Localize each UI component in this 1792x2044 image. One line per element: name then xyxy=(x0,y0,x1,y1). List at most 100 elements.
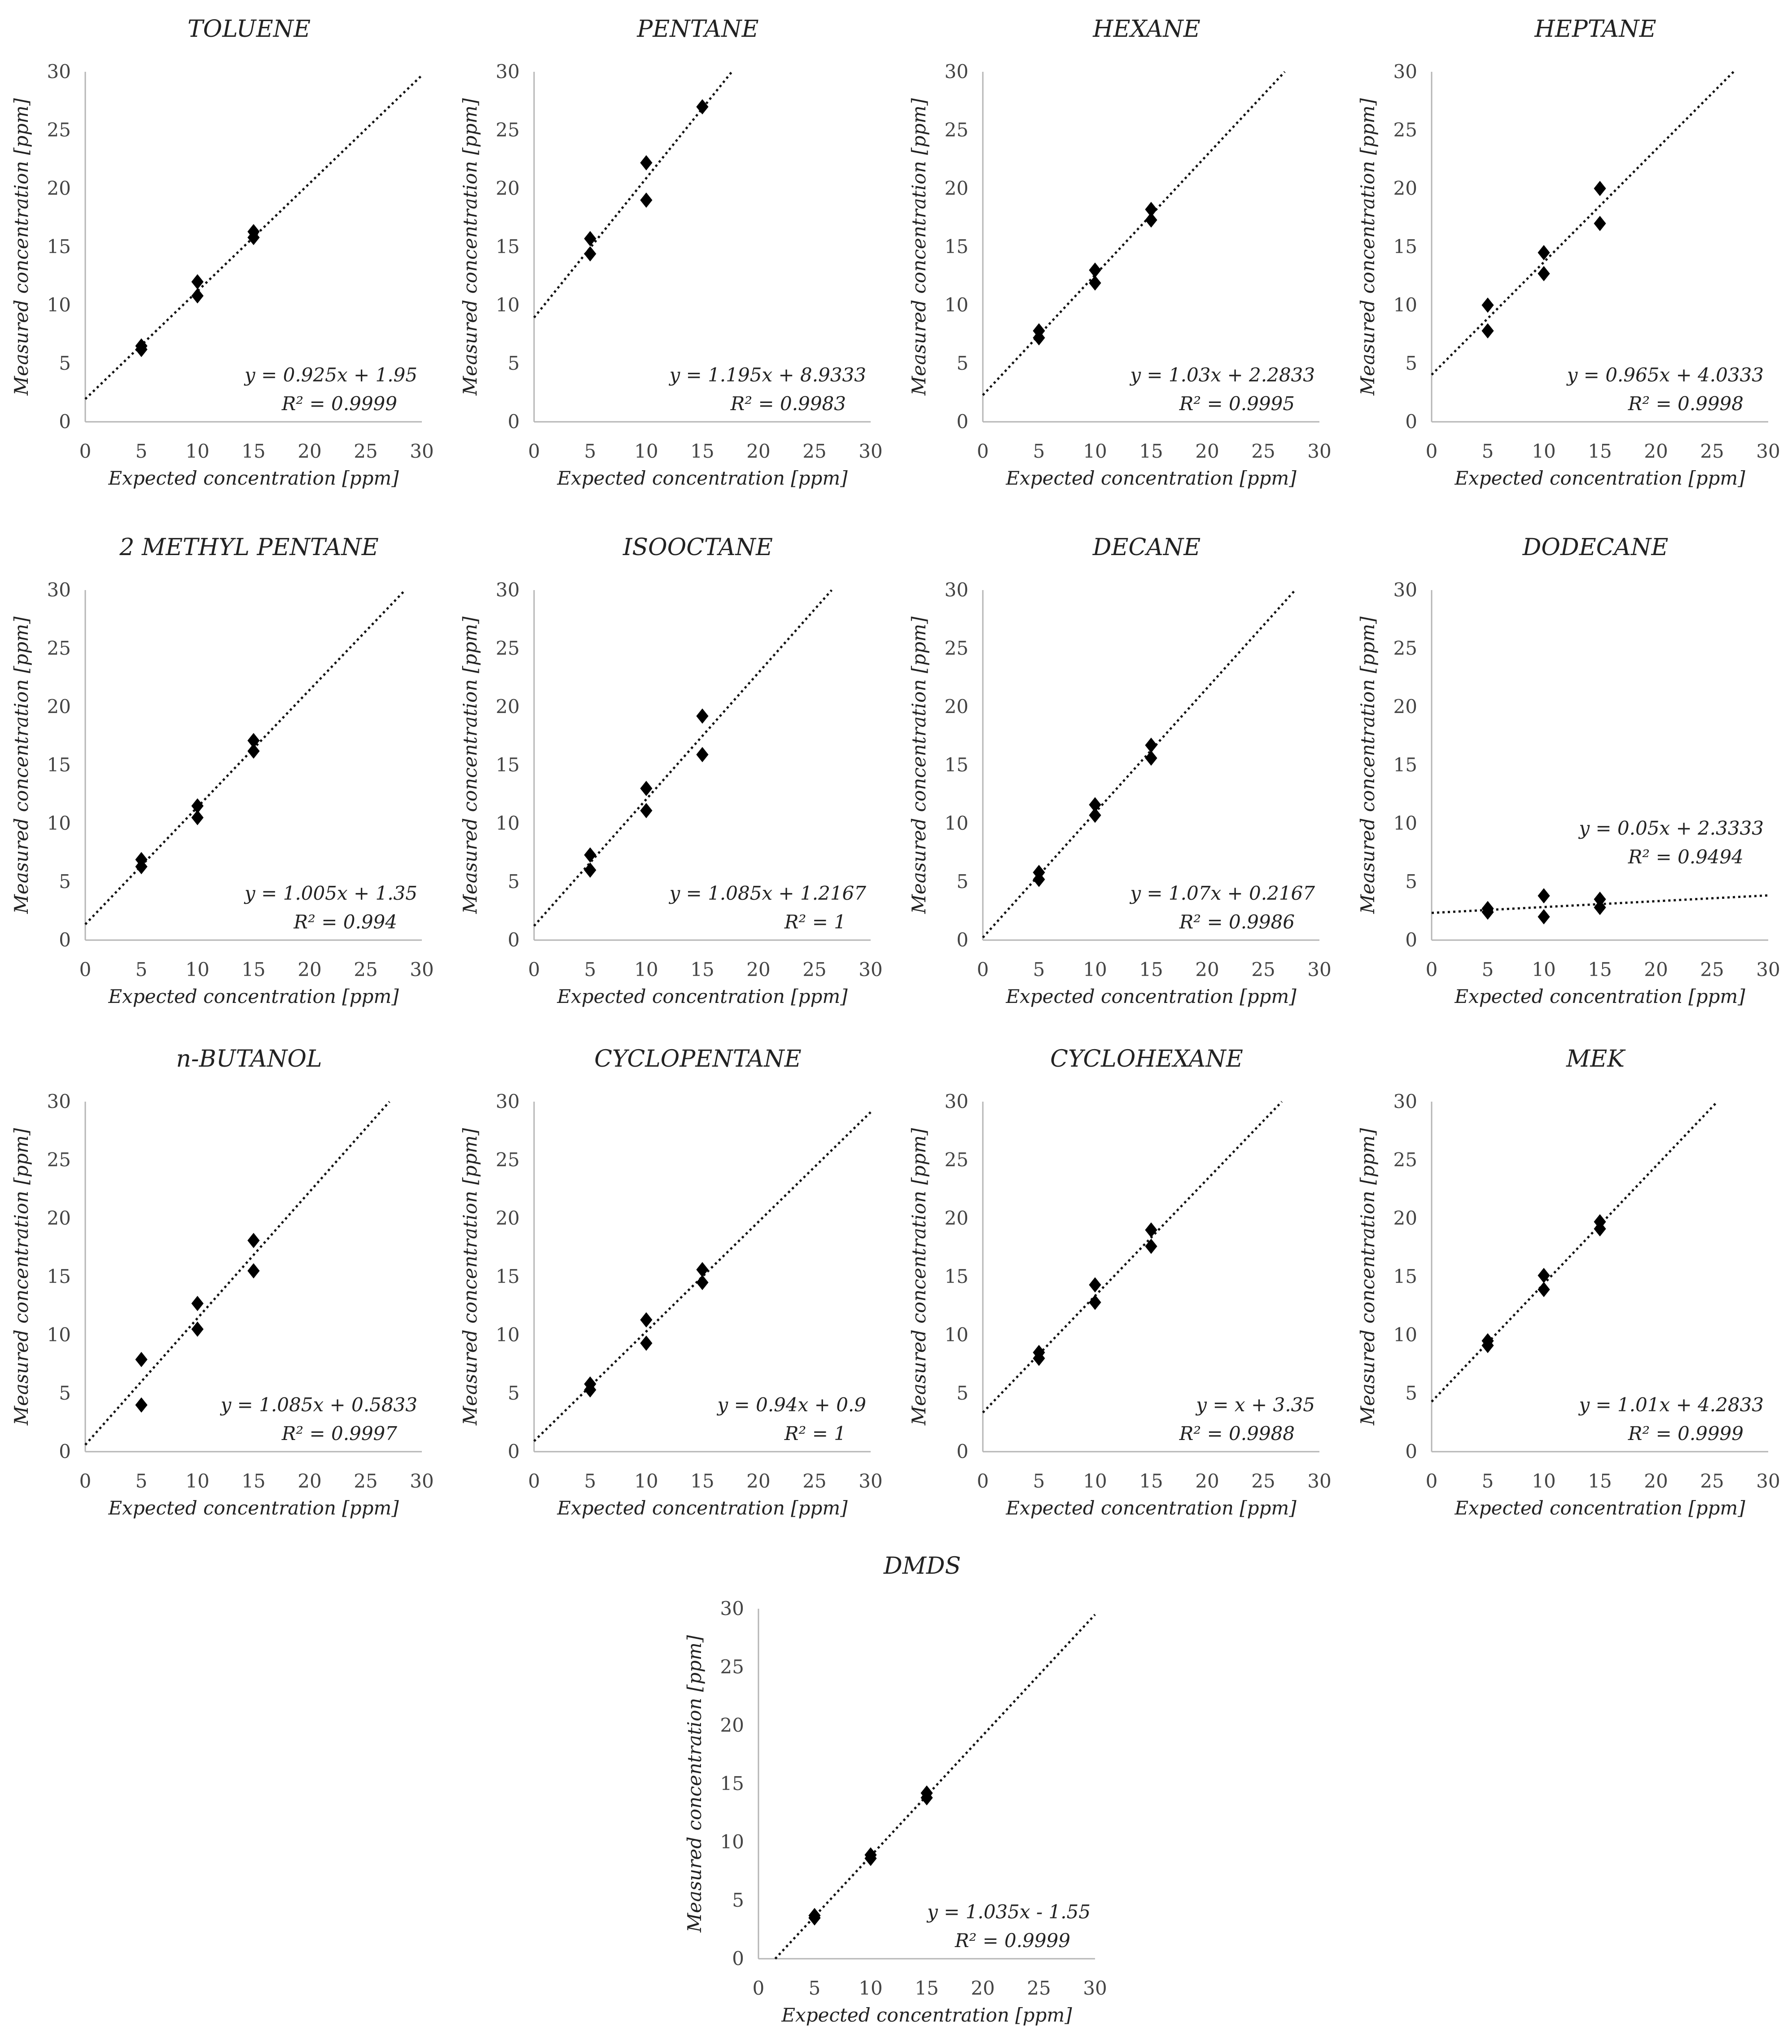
y-tick-label: 15 xyxy=(496,754,520,776)
x-tick-label: 0 xyxy=(528,1470,540,1492)
y-tick-label: 25 xyxy=(720,1656,744,1678)
x-tick-label: 5 xyxy=(809,1977,821,1999)
data-point xyxy=(135,859,148,875)
chart-panel-cyclopentane: CYCLOPENTANE 0 5 10 15 20 25 30 0 5 10 15 20 25 30 Expe… xyxy=(449,1030,898,1537)
data-point xyxy=(1481,1338,1494,1353)
x-tick-label: 5 xyxy=(584,440,596,462)
trendline-equation: y = x + 3.35 xyxy=(1195,1394,1315,1416)
x-tick-label: 0 xyxy=(528,959,540,980)
x-tick-label: 30 xyxy=(1307,1470,1331,1492)
y-tick-label: 5 xyxy=(956,871,968,893)
x-tick-label: 25 xyxy=(1251,959,1275,980)
y-tick-label: 30 xyxy=(496,579,520,601)
y-tick-label: 5 xyxy=(59,352,71,374)
data-point xyxy=(1145,750,1157,766)
data-point xyxy=(1594,1221,1606,1237)
data-point xyxy=(920,1790,933,1806)
data-point xyxy=(247,743,260,759)
data-point xyxy=(1145,201,1157,217)
x-tick-label: 15 xyxy=(1588,1470,1612,1492)
trendline xyxy=(1431,71,1735,376)
chart-svg: 2 METHYL PENTANE 0 5 10 15 20 25 30 0 5 10 15 20 25 30… xyxy=(10,534,434,1007)
y-tick-label: 5 xyxy=(1405,1382,1417,1404)
trendline-equation: y = 0.925x + 1.95 xyxy=(244,364,417,386)
y-tick-label: 15 xyxy=(1393,1265,1417,1287)
x-axis-label: Expected concentration [ppm] xyxy=(108,1497,399,1519)
y-tick-label: 20 xyxy=(496,696,520,718)
x-tick-label: 30 xyxy=(1307,959,1331,980)
x-tick-label: 10 xyxy=(634,440,658,462)
y-tick-label: 0 xyxy=(508,929,520,951)
y-tick-label: 10 xyxy=(496,1324,520,1346)
y-tick-label: 15 xyxy=(945,754,968,776)
x-axis-label: Expected concentration [ppm] xyxy=(1005,467,1297,489)
y-tick-label: 30 xyxy=(1393,1090,1417,1112)
y-tick-label: 25 xyxy=(1393,119,1417,141)
x-tick-label: 15 xyxy=(241,440,265,462)
x-axis-label: Expected concentration [ppm] xyxy=(1454,985,1745,1007)
x-tick-label: 10 xyxy=(1532,959,1555,980)
y-tick-label: 10 xyxy=(945,294,968,316)
chart-title: DMDS xyxy=(883,1553,961,1580)
chart-svg: ISOOCTANE 0 5 10 15 20 25 30 0 5 10 15 20 25 30 Expecte… xyxy=(459,534,883,1007)
data-point xyxy=(1538,1268,1550,1283)
x-tick-label: 15 xyxy=(241,1470,265,1492)
trendline-equation: y = 0.05x + 2.3333 xyxy=(1578,817,1764,839)
y-tick-label: 30 xyxy=(1393,61,1417,83)
x-tick-label: 15 xyxy=(241,959,265,980)
y-tick-label: 15 xyxy=(945,1265,968,1287)
data-point xyxy=(808,1910,821,1926)
y-tick-label: 30 xyxy=(496,1090,520,1112)
y-tick-label: 5 xyxy=(59,1382,71,1404)
x-tick-label: 30 xyxy=(859,1470,882,1492)
chart-panel-cyclohexane: CYCLOHEXANE 0 5 10 15 20 25 30 0 5 10 15 20 25 30 Expec… xyxy=(898,1030,1346,1537)
data-point xyxy=(1145,1239,1157,1254)
y-axis-label: Measured concentration [ppm] xyxy=(459,98,481,396)
data-point xyxy=(1089,1277,1101,1293)
x-tick-label: 10 xyxy=(185,959,209,980)
x-tick-label: 30 xyxy=(1756,440,1780,462)
trendline-equation: y = 0.94x + 0.9 xyxy=(716,1394,866,1416)
data-point xyxy=(191,1322,204,1337)
data-point xyxy=(1033,871,1045,887)
data-point xyxy=(191,1296,204,1311)
x-tick-label: 30 xyxy=(410,440,434,462)
y-axis-label: Measured concentration [ppm] xyxy=(1357,98,1379,396)
y-tick-label: 0 xyxy=(956,1440,968,1462)
y-tick-label: 30 xyxy=(1393,579,1417,601)
y-tick-label: 20 xyxy=(47,1207,71,1229)
data-point xyxy=(135,341,148,357)
trendline-equation: y = 1.035x - 1.55 xyxy=(926,1901,1091,1923)
chart-panel-toluene: TOLUENE 0 5 10 15 20 25 30 0 5 10 15 20 25 30 Expected … xyxy=(0,0,449,507)
x-tick-label: 25 xyxy=(802,440,826,462)
y-tick-label: 25 xyxy=(496,119,520,141)
y-tick-label: 20 xyxy=(1393,177,1417,199)
x-tick-label: 5 xyxy=(584,1470,596,1492)
data-point xyxy=(1089,807,1101,823)
x-tick-label: 0 xyxy=(1426,1470,1438,1492)
x-tick-label: 15 xyxy=(1139,959,1163,980)
y-axis-label: Measured concentration [ppm] xyxy=(908,98,930,396)
data-point xyxy=(696,1262,709,1278)
y-tick-label: 5 xyxy=(508,871,520,893)
y-tick-label: 20 xyxy=(1393,696,1417,718)
x-tick-label: 30 xyxy=(859,959,882,980)
x-tick-label: 10 xyxy=(185,440,209,462)
x-tick-label: 10 xyxy=(634,959,658,980)
trendline-equation: y = 0.965x + 4.0333 xyxy=(1566,364,1764,386)
data-point xyxy=(640,193,653,208)
y-tick-label: 20 xyxy=(47,177,71,199)
data-point xyxy=(1145,212,1157,228)
data-point xyxy=(1089,797,1101,813)
chart-title: ISOOCTANE xyxy=(622,534,773,561)
y-tick-label: 5 xyxy=(508,352,520,374)
data-point xyxy=(1594,900,1606,915)
y-tick-label: 25 xyxy=(496,637,520,659)
x-tick-label: 25 xyxy=(802,1470,826,1492)
data-point xyxy=(1481,904,1494,920)
y-tick-label: 0 xyxy=(732,1948,744,1970)
x-tick-label: 30 xyxy=(1307,440,1331,462)
chart-svg: n-BUTANOL 0 5 10 15 20 25 30 0 5 10 15 20 25 30 Expecte… xyxy=(10,1046,434,1519)
data-point xyxy=(584,847,596,863)
data-point xyxy=(696,1275,709,1290)
